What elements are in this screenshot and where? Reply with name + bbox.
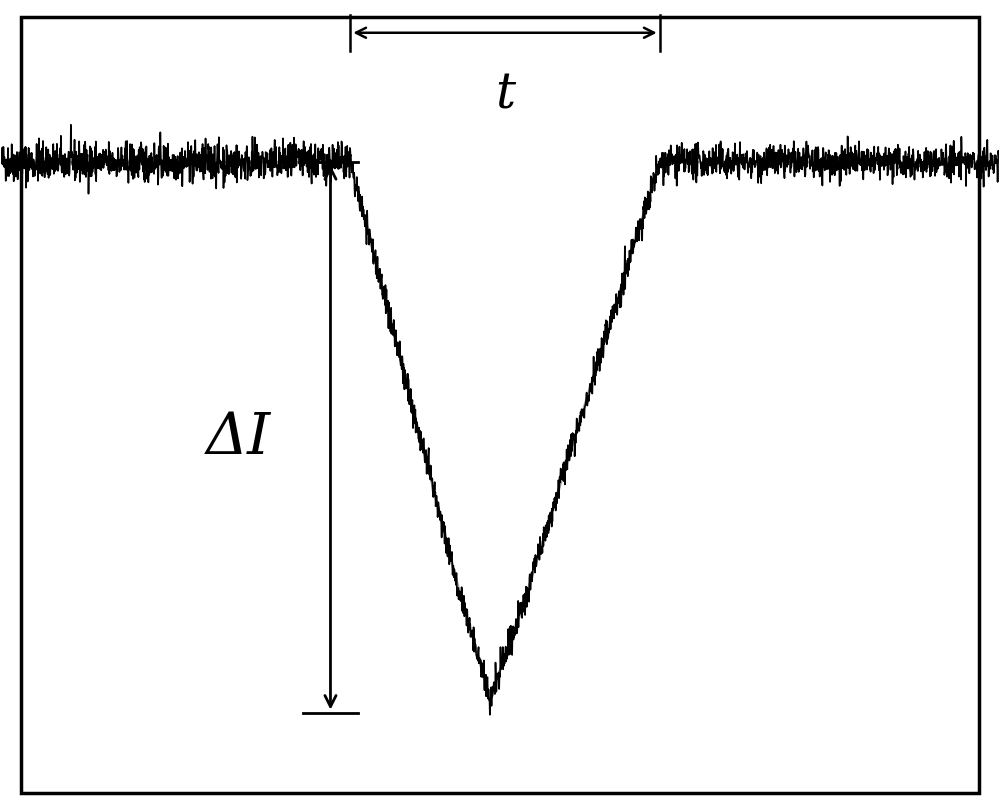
Text: ΔI: ΔI: [206, 410, 271, 466]
Text: t: t: [495, 70, 515, 119]
